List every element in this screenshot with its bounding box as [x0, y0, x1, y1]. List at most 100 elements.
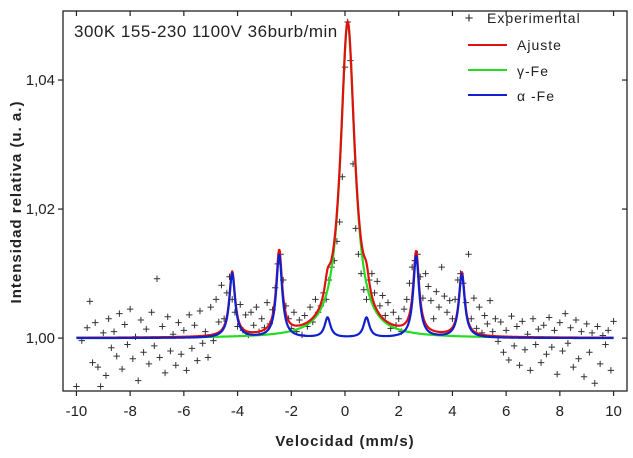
experimental-point [92, 319, 99, 326]
experimental-point [83, 324, 91, 331]
experimental-point [494, 338, 502, 345]
experimental-point [441, 292, 448, 300]
y-tick-label: 1,00 [26, 330, 55, 347]
x-tick-label: 2 [395, 403, 403, 420]
experimental-point [258, 315, 265, 322]
experimental-point [443, 309, 451, 316]
experimental-point [580, 373, 588, 381]
x-tick-label: 0 [341, 403, 349, 420]
experimental-point [403, 296, 410, 303]
experimental-point [263, 299, 271, 306]
experimental-point [508, 312, 515, 320]
experimental-point [167, 347, 174, 355]
experimental-point [564, 340, 572, 347]
experimental-point [306, 303, 314, 311]
experimental-point [145, 360, 153, 368]
experimental-point [470, 294, 478, 302]
experimental-point [357, 270, 365, 277]
experimental-point [567, 324, 574, 331]
experimental-point [430, 315, 437, 322]
experimental-point [143, 325, 150, 333]
plot-area [73, 18, 617, 390]
experimental-point [438, 263, 445, 271]
experimental-point [572, 316, 580, 324]
experimental-point [363, 296, 370, 303]
experimental-point [559, 347, 566, 355]
experimental-point [126, 305, 134, 313]
experimental-point [121, 321, 128, 328]
experimental-point [355, 251, 362, 258]
fit-curves [75, 20, 615, 340]
experimental-point [97, 383, 104, 390]
experimental-point [532, 341, 539, 348]
experimental-point [250, 321, 257, 329]
experimental-point [135, 377, 142, 384]
experimental-point [186, 311, 193, 319]
legend-label-ajuste: Ajuste [517, 37, 562, 53]
experimental-point [148, 309, 155, 316]
experimental-point [94, 363, 102, 371]
experimental-point [481, 312, 488, 319]
legend: + Experimental Ajuste γ-Fe α -Fe [465, 10, 581, 104]
legend-label-experimental: Experimental [487, 10, 581, 26]
experimental-point [140, 349, 147, 356]
x-axis-title: Velocidad (mm/s) [275, 433, 414, 450]
experimental-point [473, 325, 480, 332]
experimental-point [312, 296, 319, 303]
experimental-point [492, 315, 499, 322]
experimental-point [137, 316, 145, 324]
experimental-point [607, 367, 615, 374]
experimental-point [161, 369, 169, 377]
experimental-point [151, 342, 158, 350]
experimental-point [586, 349, 593, 356]
experimental-point [583, 320, 590, 328]
experimental-point [116, 310, 123, 317]
y-tick-label: 1,04 [26, 72, 55, 89]
experimental-point [218, 281, 225, 289]
experimental-point [427, 297, 435, 304]
legend-label-gamma-fe: γ-Fe [517, 63, 549, 79]
experimental-point [202, 328, 209, 335]
experimental-point [296, 316, 303, 324]
experimental-point [513, 323, 521, 330]
experimental-point [553, 371, 561, 378]
alpha-fe-line [75, 253, 615, 340]
experimental-point [543, 351, 550, 358]
experimental-point [540, 321, 547, 329]
x-tick-label: -8 [123, 403, 136, 420]
experimental-point [446, 297, 453, 304]
experimental-point [86, 298, 94, 305]
experimental-point [247, 309, 255, 316]
experimental-point [360, 286, 367, 293]
experimental-point [102, 372, 110, 379]
x-tick-label: 10 [605, 403, 622, 420]
experimental-point [177, 351, 185, 358]
experimental-point [237, 301, 244, 308]
experimental-point [425, 283, 432, 290]
experimental-point [588, 329, 596, 337]
experimental-point [465, 251, 472, 258]
experimental-point [570, 363, 577, 371]
experimental-point [395, 315, 402, 322]
experimental-point [602, 341, 609, 348]
experimental-point [352, 225, 359, 232]
experimental-point [110, 328, 118, 335]
experimental-point [164, 313, 171, 321]
experimental-point [207, 303, 214, 311]
experimental-point [390, 309, 397, 316]
experimental-point [371, 289, 378, 297]
legend-marker-experimental: + [465, 10, 474, 27]
experimental-point [537, 359, 545, 366]
experimental-point [500, 349, 507, 356]
experimental-point [159, 323, 166, 330]
experimental-point [183, 367, 190, 374]
experimental-point [605, 327, 612, 334]
experimental-point [484, 320, 491, 328]
experimental-point [204, 354, 212, 361]
experimental-point [242, 311, 249, 319]
experimental-point [596, 360, 604, 368]
experimental-point [180, 327, 188, 334]
experimental-point [382, 312, 389, 319]
experimental-point [105, 315, 112, 322]
